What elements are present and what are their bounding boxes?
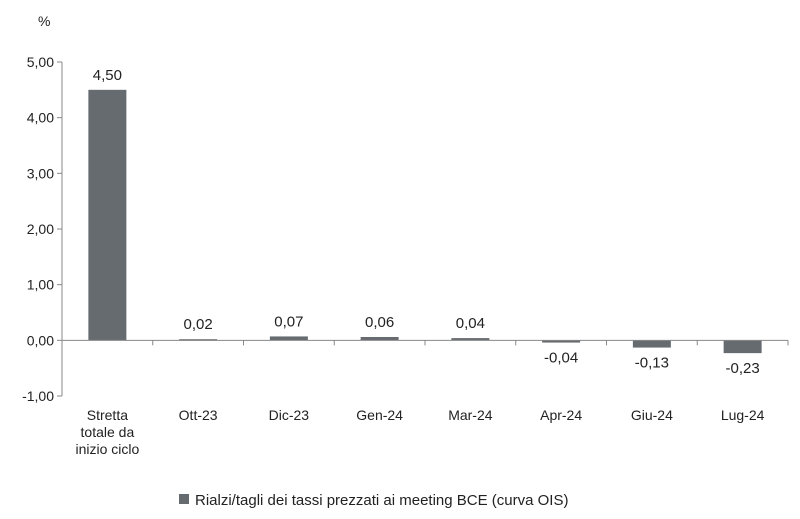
data-label: 0,06 — [365, 314, 394, 331]
x-category-label: Gen-24 — [356, 407, 403, 423]
data-label: 0,07 — [274, 313, 303, 330]
data-label: -0,13 — [635, 355, 669, 372]
x-category-label: Mar-24 — [448, 407, 493, 423]
x-category-label-line: Mar-24 — [448, 407, 493, 423]
x-category-label-line: Dic-23 — [269, 407, 310, 423]
x-category-label-line: Gen-24 — [356, 407, 403, 423]
y-tick-label: -1,00 — [22, 388, 54, 404]
data-label: -0,04 — [544, 350, 578, 367]
bar — [542, 340, 581, 343]
bar — [360, 336, 399, 341]
x-category-label-line: totale da — [81, 424, 135, 440]
y-tick-label: 1,00 — [27, 277, 54, 293]
bar — [632, 340, 671, 348]
x-category-label: Lug-24 — [721, 407, 765, 423]
y-tick-label: 5,00 — [27, 54, 54, 70]
bars: 4,50 0,02 0,07 0,06 0,04 -0,04 -0,13 -0,23 — [88, 67, 762, 377]
y-tick-label: 0,00 — [27, 332, 54, 348]
legend-label: Rialzi/tagli dei tassi prezzati ai meeti… — [195, 492, 568, 509]
data-label: 4,50 — [93, 67, 122, 84]
x-category-label-line: Stretta — [87, 407, 128, 423]
x-category-label: Dic-23 — [269, 407, 310, 423]
x-category-label: Ott-23 — [179, 407, 218, 423]
x-category-label-line: Apr-24 — [540, 407, 582, 423]
x-category-label: Stretta totale da inizio ciclo — [75, 407, 139, 457]
y-unit-label: % — [38, 13, 50, 29]
x-axis: Stretta totale da inizio ciclo Ott-23 Dic-23… — [61, 339, 789, 457]
y-tick-label: 3,00 — [27, 165, 54, 181]
bar — [723, 340, 762, 354]
data-label: 0,02 — [184, 316, 213, 333]
data-label: -0,23 — [726, 360, 760, 377]
x-category-label-line: Lug-24 — [721, 407, 765, 423]
y-axis: -1,00 0,00 1,00 2,00 3,00 4,00 5,00 — [22, 54, 63, 404]
bar — [269, 336, 308, 341]
x-category-label-line: inizio ciclo — [75, 441, 139, 457]
y-tick-label: 4,00 — [27, 110, 54, 126]
legend-swatch — [179, 494, 189, 504]
data-label: 0,04 — [456, 315, 485, 332]
x-category-label: Apr-24 — [540, 407, 582, 423]
bar — [451, 338, 490, 341]
x-category-label-line: Ott-23 — [179, 407, 218, 423]
x-category-label-line: Giu-24 — [631, 407, 673, 423]
x-category-label: Giu-24 — [631, 407, 673, 423]
y-tick-label: 2,00 — [27, 221, 54, 237]
legend: Rialzi/tagli dei tassi prezzati ai meeti… — [179, 492, 568, 509]
bar — [88, 89, 127, 341]
